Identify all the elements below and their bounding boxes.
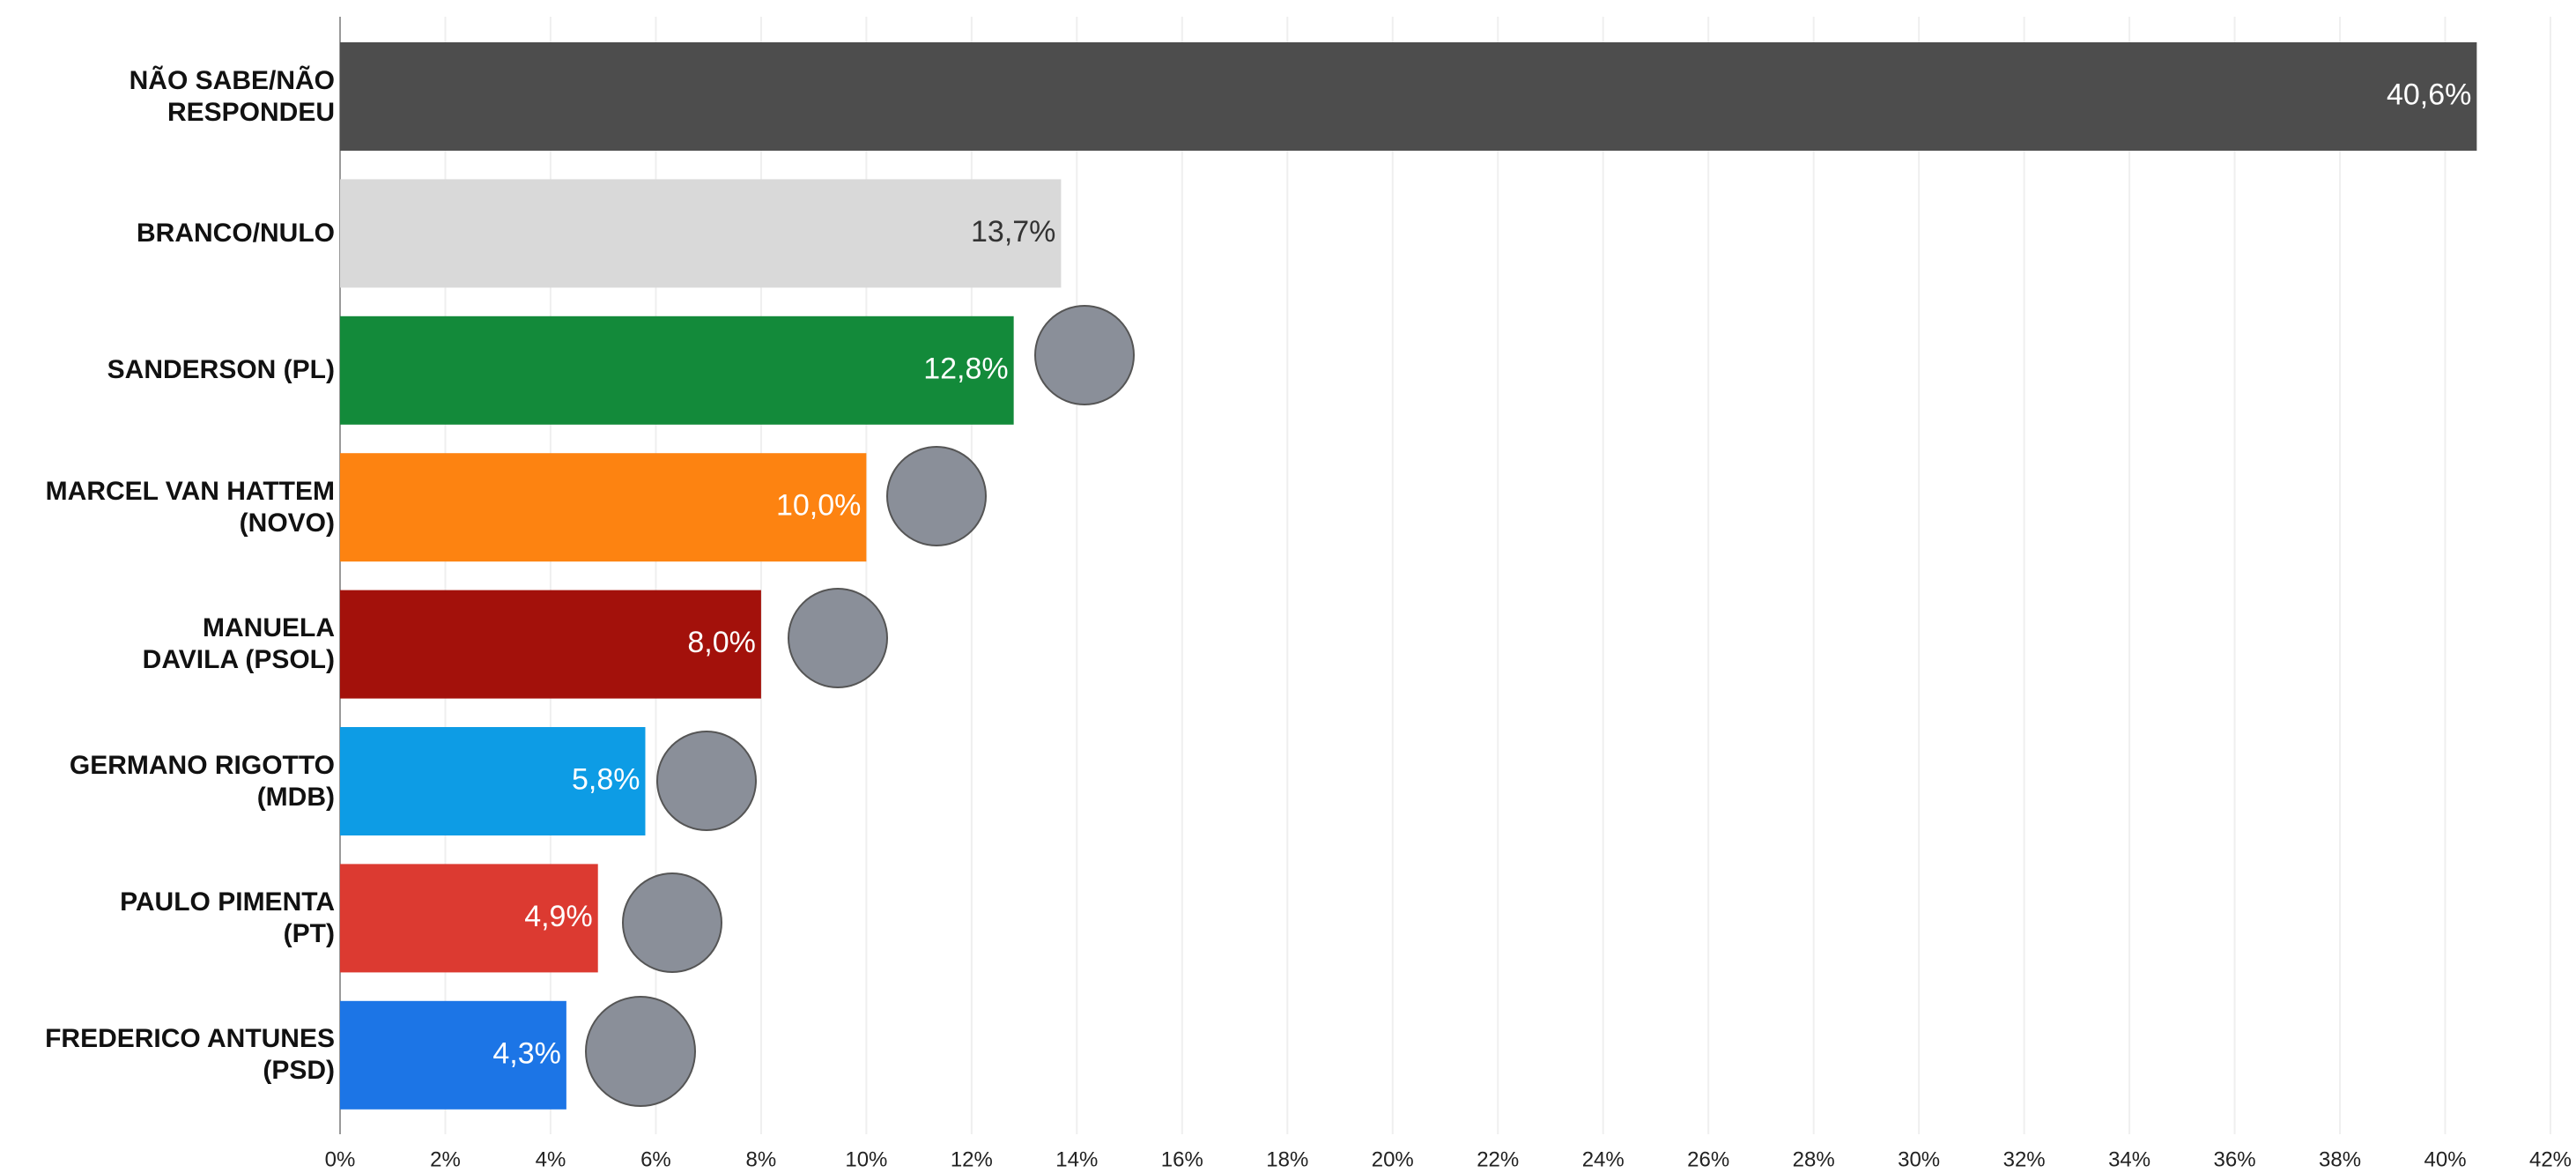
category-label: MARCEL VAN HATTEM (NOVO) bbox=[45, 476, 335, 538]
category-label: NÃO SABE/NÃO RESPONDEU bbox=[129, 65, 335, 127]
grid: 0% 2% 4% 6% 8% 10% 12% 14% 16% 18% 20% 22% 24% 26% 28%… bbox=[325, 17, 2572, 1171]
x-tick-label: 22% bbox=[1477, 1147, 1519, 1171]
x-tick-label: 32% bbox=[2003, 1147, 2046, 1171]
bar bbox=[340, 179, 1062, 288]
candidate-photo bbox=[656, 731, 757, 831]
bars: 40,6% 13,7% 12,8% 10,0% 8,0% 5,8% 4,9% 4,3% bbox=[340, 42, 2477, 1110]
value-label: 12,8% bbox=[923, 352, 1008, 385]
value-label: 4,3% bbox=[492, 1036, 561, 1070]
value-label: 5,8% bbox=[572, 762, 640, 796]
bar bbox=[340, 316, 1014, 425]
x-tick-label: 12% bbox=[951, 1147, 993, 1171]
value-label: 40,6% bbox=[2387, 78, 2471, 111]
category-label: PAULO PIMENTA (PT) bbox=[120, 887, 335, 948]
x-tick-label: 26% bbox=[1687, 1147, 1729, 1171]
candidate-photo bbox=[622, 872, 722, 973]
category-label: BRANCO/NULO bbox=[137, 218, 335, 248]
x-tick-label: 8% bbox=[746, 1147, 777, 1171]
candidate-photo bbox=[585, 996, 696, 1107]
bar bbox=[340, 1000, 566, 1110]
bar bbox=[340, 590, 761, 699]
bar bbox=[340, 864, 598, 973]
x-tick-label: 38% bbox=[2319, 1147, 2361, 1171]
candidate-photo bbox=[788, 588, 888, 688]
photos bbox=[585, 305, 1135, 1107]
x-tick-label: 4% bbox=[536, 1147, 566, 1171]
category-label: MANUELA DAVILA (PSOL) bbox=[142, 613, 335, 675]
candidate-photo bbox=[1034, 305, 1135, 405]
x-tick-label: 6% bbox=[640, 1147, 671, 1171]
x-tick-label: 30% bbox=[1898, 1147, 1940, 1171]
candidate-photo bbox=[886, 446, 987, 546]
category-label: FREDERICO ANTUNES (PSD) bbox=[45, 1024, 335, 1086]
value-label: 13,7% bbox=[971, 215, 1055, 249]
x-tick-label: 20% bbox=[1372, 1147, 1414, 1171]
value-label: 8,0% bbox=[687, 626, 756, 659]
value-label: 10,0% bbox=[776, 489, 861, 523]
category-label: SANDERSON (PL) bbox=[107, 355, 335, 385]
x-tick-label: 2% bbox=[430, 1147, 461, 1171]
x-tick-label: 36% bbox=[2214, 1147, 2256, 1171]
x-tick-label: 10% bbox=[845, 1147, 887, 1171]
category-label: GERMANO RIGOTTO (MDB) bbox=[69, 750, 335, 812]
x-tick-label: 42% bbox=[2529, 1147, 2572, 1171]
x-tick-label: 28% bbox=[1793, 1147, 1835, 1171]
x-tick-label: 16% bbox=[1161, 1147, 1203, 1171]
bar bbox=[340, 727, 646, 835]
bar bbox=[340, 42, 2477, 151]
x-tick-label: 18% bbox=[1266, 1147, 1308, 1171]
bar bbox=[340, 453, 867, 562]
x-tick-label: 40% bbox=[2424, 1147, 2467, 1171]
x-tick-label: 24% bbox=[1582, 1147, 1625, 1171]
value-label: 4,9% bbox=[524, 900, 593, 933]
x-tick-label: 14% bbox=[1055, 1147, 1098, 1171]
x-tick-label: 0% bbox=[325, 1147, 356, 1171]
x-tick-label: 34% bbox=[2108, 1147, 2150, 1171]
